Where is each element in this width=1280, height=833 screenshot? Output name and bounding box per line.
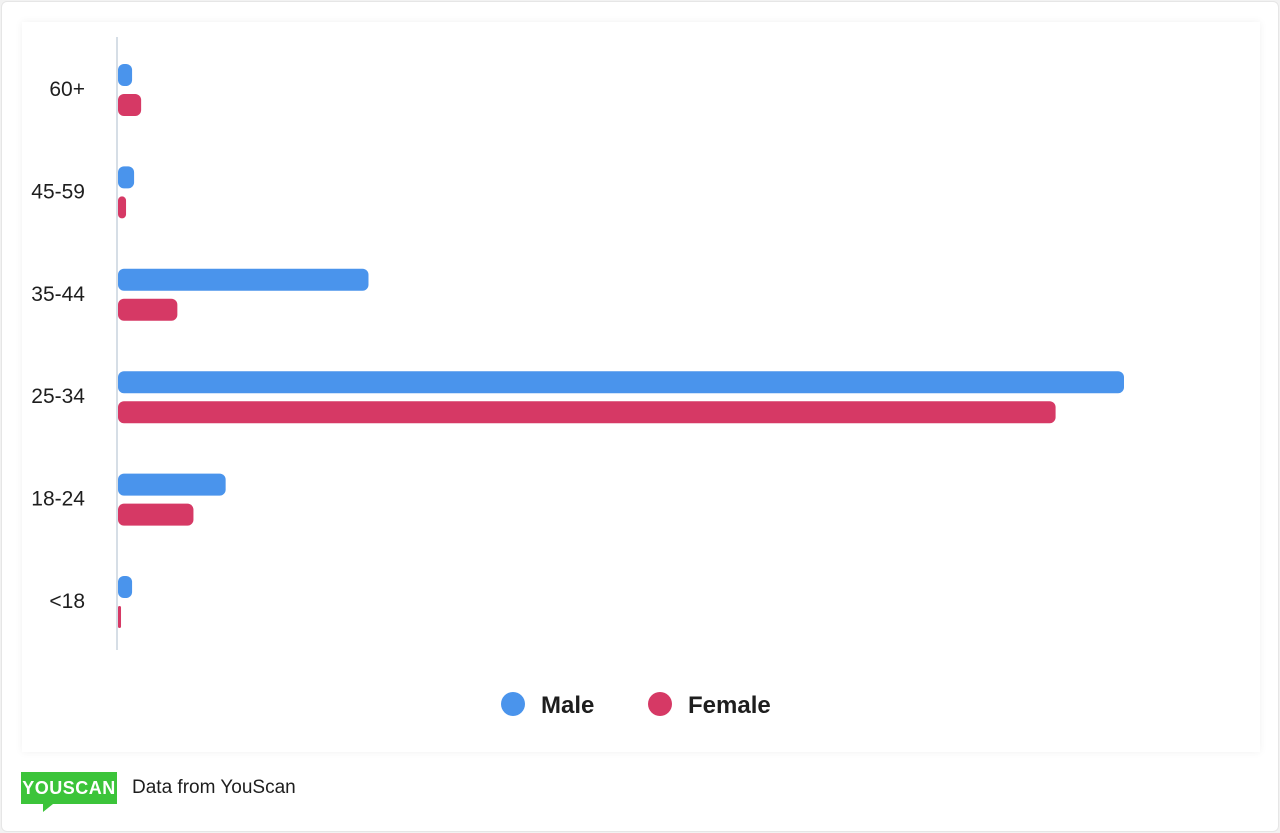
data-source-text: Data from YouScan [132, 777, 296, 798]
y-tick-label-25-34: 25-34 [31, 385, 85, 408]
bar-female-1 [118, 196, 127, 219]
bar-female-5 [118, 606, 122, 628]
y-tick-label-18: <18 [49, 590, 85, 613]
bar-male-2 [118, 268, 369, 291]
legend-label-female: Female [688, 692, 771, 719]
legend-label-male: Male [541, 692, 594, 719]
youscan-logo[interactable]: YOUSCAN [21, 772, 117, 812]
y-tick-label-18-24: 18-24 [31, 488, 85, 511]
bar-male-4 [118, 473, 226, 496]
y-tick-label-35-44: 35-44 [31, 283, 85, 306]
bar-female-3 [118, 401, 1056, 424]
chart-card: 60+ 45-59 35-44 25-34 18-24 <18 Male Female [22, 22, 1260, 752]
y-tick-label-45-59: 45-59 [31, 180, 85, 203]
bar-female-0 [118, 94, 142, 116]
legend-marker-female [648, 692, 672, 716]
bar-male-5 [118, 576, 133, 598]
bar-female-4 [118, 503, 194, 526]
bar-male-0 [118, 64, 133, 86]
footer: YOUSCAN Data from YouScan [21, 772, 296, 812]
legend-marker-male [501, 692, 525, 716]
bar-female-2 [118, 298, 178, 321]
y-tick-label-60: 60+ [49, 78, 85, 101]
bar-male-3 [118, 371, 1124, 394]
bar-male-1 [118, 166, 135, 189]
age-gender-bar-chart: 60+ 45-59 35-44 25-34 18-24 <18 Male Female [31, 37, 1124, 719]
